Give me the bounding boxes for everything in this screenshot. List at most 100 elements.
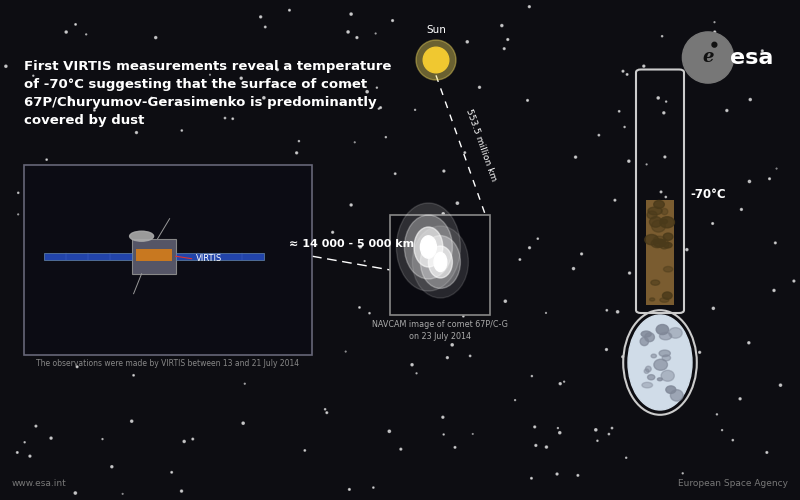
Point bbox=[61, 332, 74, 340]
Point bbox=[621, 70, 634, 78]
Ellipse shape bbox=[651, 280, 660, 285]
Point bbox=[523, 244, 536, 252]
Point bbox=[611, 308, 624, 316]
Point bbox=[660, 98, 673, 106]
Ellipse shape bbox=[658, 378, 662, 381]
Point bbox=[514, 256, 526, 264]
Point bbox=[361, 88, 374, 96]
Point bbox=[206, 228, 219, 236]
Point bbox=[150, 34, 162, 42]
Ellipse shape bbox=[628, 315, 692, 410]
Ellipse shape bbox=[650, 298, 654, 301]
Point bbox=[127, 372, 140, 380]
Point bbox=[409, 106, 422, 114]
Point bbox=[551, 424, 564, 432]
Point bbox=[318, 406, 331, 413]
Point bbox=[166, 468, 178, 476]
Point bbox=[658, 109, 670, 117]
Point bbox=[550, 470, 563, 478]
Point bbox=[343, 486, 356, 494]
Point bbox=[710, 410, 723, 418]
Ellipse shape bbox=[416, 40, 456, 80]
Text: VIRTIS: VIRTIS bbox=[195, 254, 222, 263]
Point bbox=[406, 360, 418, 368]
Point bbox=[616, 353, 629, 361]
Point bbox=[523, 2, 536, 10]
Point bbox=[178, 438, 190, 446]
Point bbox=[681, 246, 694, 254]
Point bbox=[707, 304, 720, 312]
Point bbox=[110, 230, 122, 237]
Ellipse shape bbox=[434, 252, 446, 272]
Point bbox=[571, 472, 584, 480]
Ellipse shape bbox=[414, 227, 443, 267]
Point bbox=[45, 434, 58, 442]
Point bbox=[155, 288, 168, 296]
Ellipse shape bbox=[650, 216, 662, 227]
Ellipse shape bbox=[654, 200, 664, 208]
Point bbox=[126, 417, 138, 425]
Text: e: e bbox=[702, 48, 714, 66]
Point bbox=[457, 312, 470, 320]
Point bbox=[258, 94, 270, 102]
Point bbox=[521, 96, 534, 104]
Ellipse shape bbox=[651, 354, 657, 358]
Ellipse shape bbox=[670, 390, 683, 401]
Point bbox=[558, 378, 570, 386]
Point bbox=[502, 36, 514, 44]
Point bbox=[218, 299, 231, 307]
Point bbox=[106, 283, 118, 291]
Ellipse shape bbox=[651, 239, 663, 248]
Point bbox=[734, 395, 746, 403]
Point bbox=[769, 239, 782, 247]
Point bbox=[130, 128, 143, 136]
Point bbox=[30, 422, 42, 430]
Point bbox=[343, 82, 356, 90]
Point bbox=[175, 487, 188, 495]
Point bbox=[708, 18, 721, 26]
Ellipse shape bbox=[662, 355, 670, 361]
Point bbox=[137, 269, 150, 277]
Point bbox=[617, 67, 630, 75]
Ellipse shape bbox=[421, 236, 437, 258]
Point bbox=[638, 62, 650, 70]
Point bbox=[601, 306, 614, 314]
Point bbox=[367, 484, 380, 492]
Point bbox=[756, 47, 769, 55]
Ellipse shape bbox=[659, 332, 672, 340]
Point bbox=[374, 104, 387, 112]
Point bbox=[726, 436, 739, 444]
Point bbox=[80, 30, 93, 38]
Point bbox=[441, 354, 454, 362]
Ellipse shape bbox=[654, 236, 666, 243]
Point bbox=[0, 62, 12, 70]
Point bbox=[345, 10, 358, 18]
Ellipse shape bbox=[659, 350, 670, 356]
Point bbox=[716, 426, 729, 434]
Point bbox=[342, 28, 354, 36]
Text: 553.5 million km: 553.5 million km bbox=[464, 108, 498, 182]
Point bbox=[540, 443, 553, 451]
Point bbox=[708, 28, 721, 36]
Point bbox=[76, 180, 89, 188]
Point bbox=[554, 380, 566, 388]
Point bbox=[652, 94, 665, 102]
Point bbox=[623, 269, 636, 277]
Point bbox=[464, 352, 477, 360]
Text: -70°C: -70°C bbox=[690, 188, 726, 202]
Point bbox=[438, 430, 450, 438]
Point bbox=[394, 445, 407, 453]
Text: ≈ 14 000 - 5 000 km: ≈ 14 000 - 5 000 km bbox=[289, 238, 414, 248]
Bar bbox=[44, 252, 132, 260]
Point bbox=[676, 470, 689, 478]
Point bbox=[593, 131, 606, 139]
Point bbox=[656, 32, 669, 40]
Ellipse shape bbox=[645, 234, 658, 245]
Text: www.esa.int: www.esa.int bbox=[12, 478, 66, 488]
Point bbox=[339, 348, 352, 356]
Bar bbox=[24, 165, 312, 355]
Point bbox=[88, 106, 101, 114]
Point bbox=[224, 290, 237, 298]
Text: NAVCAM image of comet 67P/C-G
on 23 July 2014: NAVCAM image of comet 67P/C-G on 23 July… bbox=[373, 320, 508, 341]
Point bbox=[40, 156, 53, 164]
